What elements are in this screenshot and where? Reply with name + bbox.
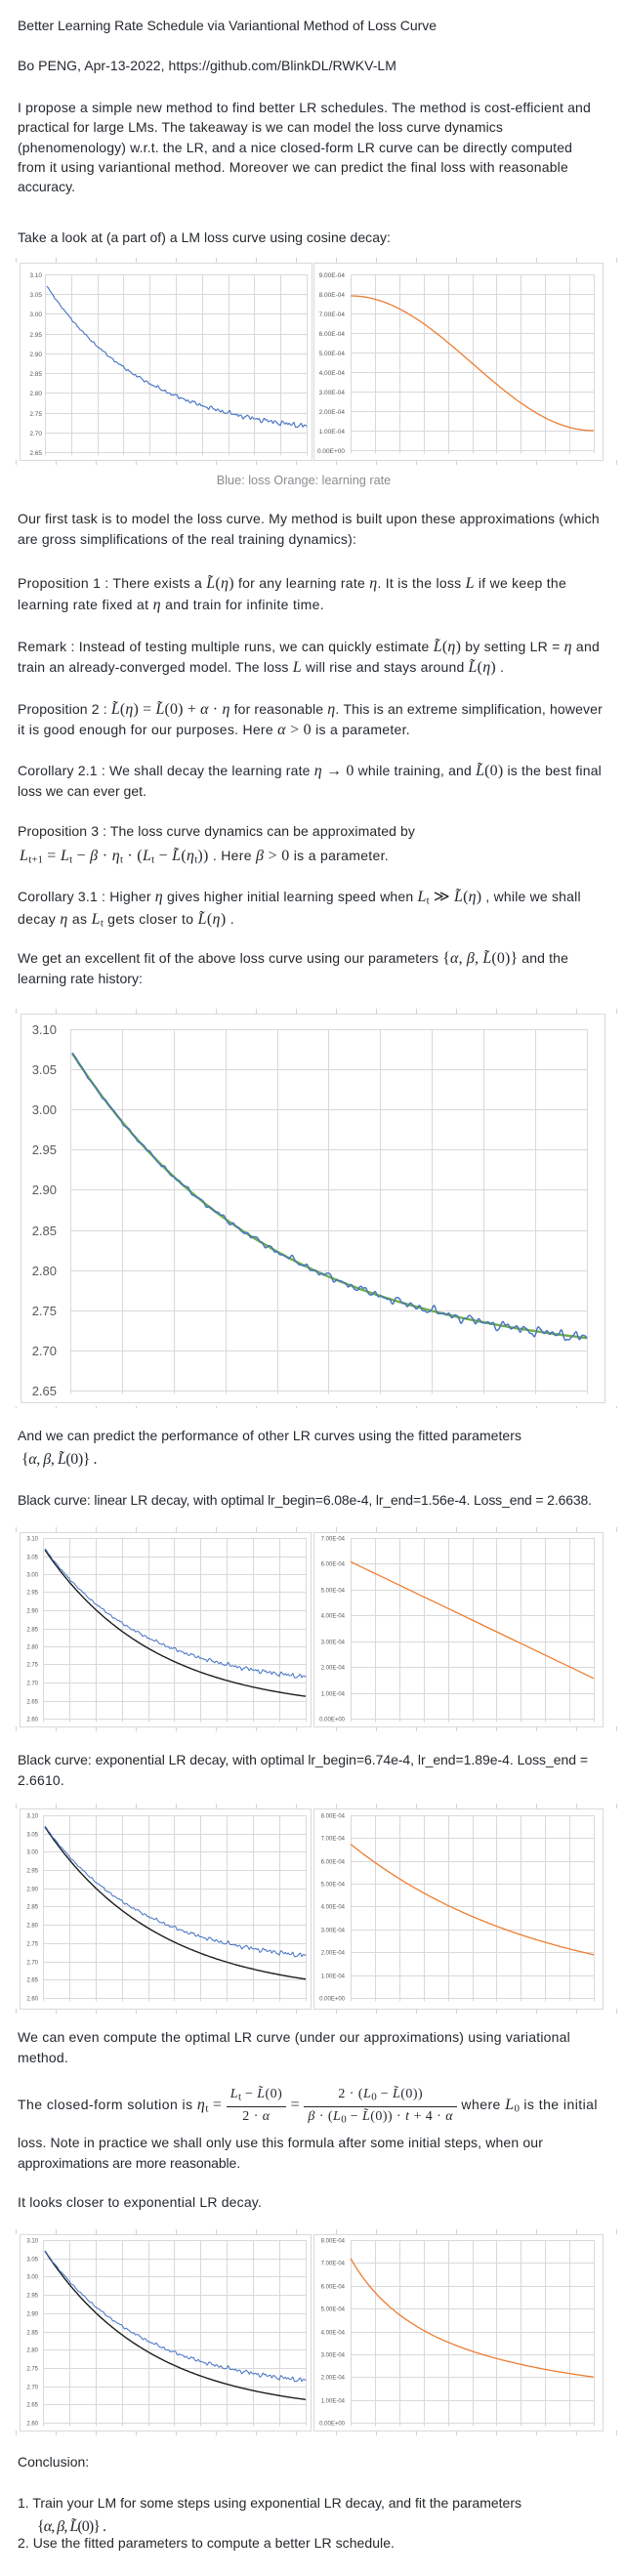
svg-text:2.60: 2.60 — [26, 2422, 38, 2428]
svg-text:3.05: 3.05 — [26, 1556, 38, 1561]
svg-text:2.80: 2.80 — [26, 1924, 38, 1930]
svg-text:2.95: 2.95 — [32, 1143, 57, 1157]
svg-text:2.90: 2.90 — [26, 2312, 38, 2318]
svg-text:2.75: 2.75 — [26, 1942, 38, 1948]
svg-text:6.00E-04: 6.00E-04 — [321, 2285, 346, 2291]
svg-text:2.85: 2.85 — [26, 2331, 38, 2337]
svg-text:2.90: 2.90 — [29, 352, 42, 358]
svg-text:2.00E-04: 2.00E-04 — [321, 2376, 346, 2382]
svg-text:2.85: 2.85 — [26, 1628, 38, 1634]
svg-text:2.95: 2.95 — [29, 332, 42, 339]
svg-text:2.80: 2.80 — [29, 391, 42, 397]
svg-text:6.00E-04: 6.00E-04 — [321, 1860, 346, 1866]
svg-text:3.10: 3.10 — [32, 1022, 57, 1037]
svg-text:2.70: 2.70 — [32, 1344, 57, 1358]
svg-text:5.00E-04: 5.00E-04 — [321, 1883, 346, 1889]
svg-text:3.00: 3.00 — [26, 1850, 38, 1856]
svg-text:1.00E-04: 1.00E-04 — [321, 1692, 346, 1698]
svg-text:3.00: 3.00 — [29, 312, 42, 318]
svg-text:9.00E-04: 9.00E-04 — [319, 272, 346, 279]
svg-text:8.00E-04: 8.00E-04 — [321, 2239, 346, 2245]
svg-text:2.60: 2.60 — [26, 1997, 38, 2003]
svg-text:3.00E-04: 3.00E-04 — [321, 1929, 346, 1934]
svg-text:4.00E-04: 4.00E-04 — [321, 1614, 346, 1620]
svg-text:3.00: 3.00 — [32, 1102, 57, 1117]
svg-text:2.00E-04: 2.00E-04 — [319, 409, 346, 416]
svg-text:2.75: 2.75 — [29, 411, 42, 418]
svg-text:2.70: 2.70 — [26, 2386, 38, 2391]
svg-text:4.00E-04: 4.00E-04 — [319, 370, 346, 377]
svg-text:2.65: 2.65 — [29, 450, 42, 457]
svg-text:2.85: 2.85 — [29, 371, 42, 378]
svg-text:2.95: 2.95 — [26, 1869, 38, 1875]
svg-text:0.00E+00: 0.00E+00 — [319, 2422, 346, 2428]
svg-text:3.05: 3.05 — [29, 292, 42, 299]
svg-text:2.65: 2.65 — [32, 1384, 57, 1398]
svg-text:1.00E-04: 1.00E-04 — [321, 2399, 346, 2405]
svg-text:8.00E-04: 8.00E-04 — [319, 292, 346, 299]
svg-text:2.80: 2.80 — [26, 1645, 38, 1651]
svg-text:0.00E+00: 0.00E+00 — [317, 448, 345, 455]
svg-text:3.05: 3.05 — [32, 1062, 57, 1077]
svg-text:3.10: 3.10 — [26, 1814, 38, 1820]
svg-text:7.00E-04: 7.00E-04 — [321, 1537, 346, 1543]
svg-text:2.75: 2.75 — [26, 1663, 38, 1669]
svg-text:2.80: 2.80 — [32, 1264, 57, 1278]
svg-text:5.00E-04: 5.00E-04 — [321, 1589, 346, 1595]
svg-text:8.00E-04: 8.00E-04 — [321, 1814, 346, 1820]
svg-text:7.00E-04: 7.00E-04 — [321, 1837, 346, 1843]
svg-text:2.75: 2.75 — [32, 1304, 57, 1318]
svg-text:3.05: 3.05 — [26, 2258, 38, 2264]
svg-text:5.00E-04: 5.00E-04 — [321, 2307, 346, 2313]
svg-text:5.00E-04: 5.00E-04 — [319, 351, 346, 357]
svg-text:7.00E-04: 7.00E-04 — [319, 312, 346, 318]
svg-text:2.85: 2.85 — [32, 1224, 57, 1238]
svg-text:6.00E-04: 6.00E-04 — [321, 1562, 346, 1568]
svg-text:2.75: 2.75 — [26, 2367, 38, 2373]
svg-text:0.00E+00: 0.00E+00 — [319, 1718, 346, 1724]
svg-text:6.00E-04: 6.00E-04 — [319, 331, 346, 338]
svg-text:7.00E-04: 7.00E-04 — [321, 2262, 346, 2267]
svg-text:3.00E-04: 3.00E-04 — [321, 2353, 346, 2359]
svg-text:2.95: 2.95 — [26, 2294, 38, 2300]
svg-text:2.65: 2.65 — [26, 2403, 38, 2409]
svg-text:0.00E+00: 0.00E+00 — [319, 1997, 346, 2003]
svg-text:2.70: 2.70 — [26, 1682, 38, 1687]
svg-text:2.60: 2.60 — [26, 1718, 38, 1724]
svg-text:1.00E-04: 1.00E-04 — [321, 1974, 346, 1980]
svg-text:2.65: 2.65 — [26, 1978, 38, 1984]
svg-text:3.05: 3.05 — [26, 1833, 38, 1839]
svg-text:4.00E-04: 4.00E-04 — [321, 2331, 346, 2337]
svg-text:3.10: 3.10 — [29, 272, 42, 279]
svg-text:3.10: 3.10 — [26, 1537, 38, 1543]
svg-text:2.70: 2.70 — [26, 1961, 38, 1967]
svg-text:2.90: 2.90 — [26, 1609, 38, 1615]
svg-text:2.80: 2.80 — [26, 2348, 38, 2354]
svg-text:4.00E-04: 4.00E-04 — [321, 1905, 346, 1911]
svg-text:3.10: 3.10 — [26, 2239, 38, 2245]
svg-text:2.65: 2.65 — [26, 1700, 38, 1706]
svg-text:2.00E-04: 2.00E-04 — [321, 1666, 346, 1672]
svg-text:3.00E-04: 3.00E-04 — [321, 1641, 346, 1646]
svg-text:2.70: 2.70 — [29, 431, 42, 437]
svg-text:2.95: 2.95 — [26, 1591, 38, 1597]
svg-text:3.00: 3.00 — [26, 2275, 38, 2281]
svg-text:1.00E-04: 1.00E-04 — [319, 429, 346, 436]
svg-text:2.85: 2.85 — [26, 1905, 38, 1911]
svg-text:2.90: 2.90 — [32, 1183, 57, 1197]
svg-text:3.00E-04: 3.00E-04 — [319, 390, 346, 396]
svg-text:2.00E-04: 2.00E-04 — [321, 1951, 346, 1957]
svg-text:2.90: 2.90 — [26, 1888, 38, 1893]
svg-text:3.00: 3.00 — [26, 1573, 38, 1579]
